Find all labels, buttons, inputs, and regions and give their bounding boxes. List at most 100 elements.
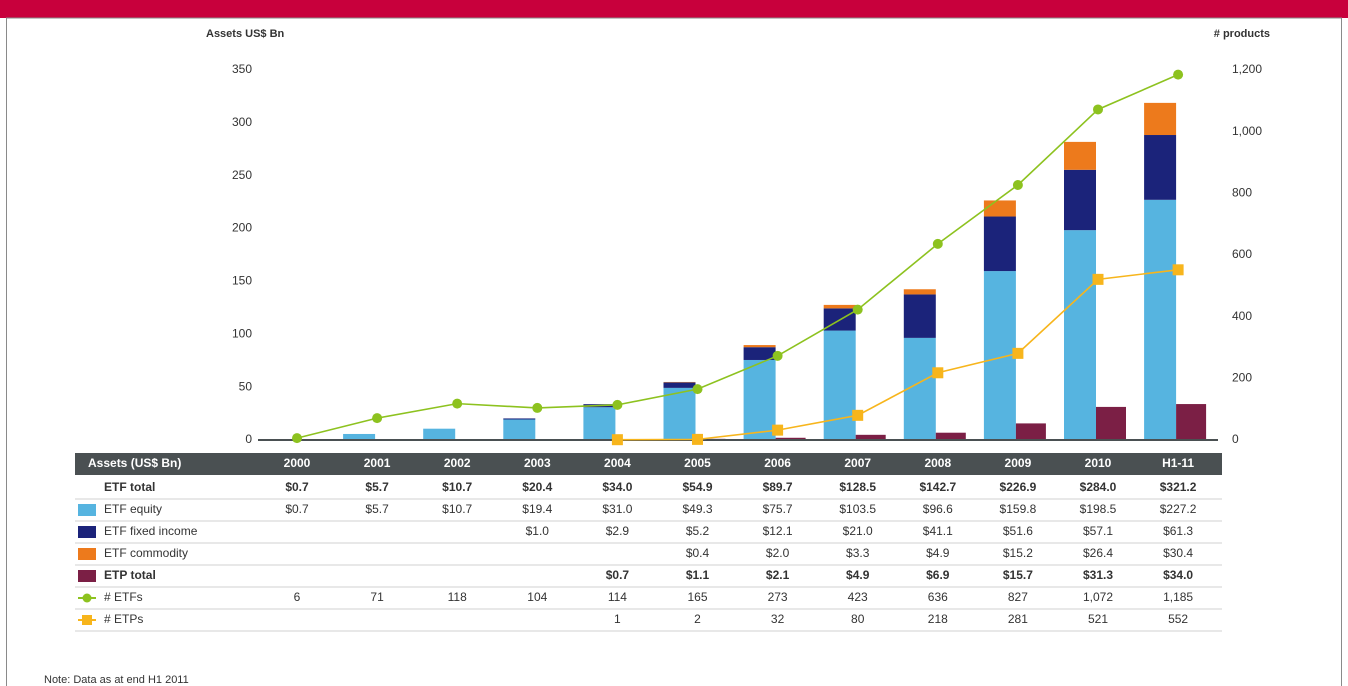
point (772, 424, 784, 436)
point (452, 398, 463, 409)
cell: 1,072 (1083, 590, 1113, 604)
cell: $5.2 (686, 524, 710, 538)
y-tick-label: 50 (239, 379, 253, 393)
y-tick-label: 100 (232, 326, 252, 340)
cell: 2 (694, 612, 701, 626)
cell: $26.4 (1083, 546, 1113, 560)
legend-swatch (78, 548, 96, 560)
bar-segment (903, 337, 936, 440)
cell: $5.7 (365, 502, 389, 516)
cell: $10.7 (442, 480, 472, 494)
point (852, 304, 863, 315)
column-header: 2001 (364, 456, 391, 470)
bar (775, 437, 806, 440)
cell: 71 (370, 590, 384, 604)
point (932, 367, 944, 379)
row-label: ETP total (104, 568, 156, 582)
column-header: 2010 (1085, 456, 1112, 470)
cell: $1.1 (686, 568, 710, 582)
bar-segment (1144, 102, 1177, 136)
y-tick-label: 150 (232, 274, 252, 288)
bar-segment (1064, 141, 1096, 170)
cell: $54.9 (682, 480, 712, 494)
y-tick-label: 300 (232, 115, 252, 129)
point (1173, 69, 1184, 80)
cell: 32 (771, 612, 785, 626)
point (1092, 273, 1104, 285)
cell: $142.7 (919, 480, 956, 494)
cell: 281 (1008, 612, 1028, 626)
bar-segment (1144, 199, 1177, 440)
bar-segment (983, 216, 1016, 272)
bar-segment (503, 418, 536, 420)
cell: $2.1 (766, 568, 790, 582)
column-header: 2000 (284, 456, 311, 470)
cell: $10.7 (442, 502, 472, 516)
column-header: 2004 (604, 456, 631, 470)
cell: $3.3 (846, 546, 870, 560)
table-header (75, 453, 1222, 475)
cell: $0.7 (285, 502, 309, 516)
y2-axis-label: # products (1214, 28, 1270, 40)
cell: $6.9 (926, 568, 950, 582)
cell: $41.1 (923, 524, 953, 538)
bar-segment (1064, 169, 1096, 231)
bar (935, 432, 966, 440)
cell: $0.7 (285, 480, 309, 494)
column-header: 2005 (684, 456, 711, 470)
cell: 521 (1088, 612, 1108, 626)
y-tick-label: 250 (232, 168, 252, 182)
cell: $2.0 (766, 546, 790, 560)
point (532, 402, 543, 413)
bar (1096, 406, 1126, 440)
y-axis-label: Assets US$ Bn (206, 28, 285, 40)
cell: 1,185 (1163, 590, 1193, 604)
bar-segment (823, 330, 856, 440)
cell: 165 (687, 590, 707, 604)
cell: $31.3 (1083, 568, 1113, 582)
y-tick-label: 0 (245, 432, 252, 446)
legend-swatch (78, 504, 96, 516)
cell: 6 (294, 590, 301, 604)
y2-tick-label: 0 (1232, 432, 1239, 446)
point (612, 399, 623, 410)
point (852, 409, 864, 421)
line (296, 73, 1179, 439)
cell: $128.5 (839, 480, 876, 494)
cell: $57.1 (1083, 524, 1113, 538)
cell: $226.9 (1000, 480, 1037, 494)
cell: 273 (768, 590, 788, 604)
cell: 118 (448, 590, 467, 604)
cell: $5.7 (365, 480, 389, 494)
cell: 218 (928, 612, 948, 626)
bar-segment (343, 433, 376, 440)
bar-segment (903, 294, 936, 338)
note: Note: Data as at end H1 2011 (44, 674, 189, 686)
cell: $61.3 (1163, 524, 1193, 538)
y-tick-label: 350 (232, 62, 252, 76)
cell: $198.5 (1080, 502, 1117, 516)
cell: $103.5 (839, 502, 876, 516)
y2-tick-label: 600 (1232, 247, 1252, 261)
y2-tick-label: 1,000 (1232, 124, 1262, 138)
table-title: Assets (US$ Bn) (88, 456, 181, 470)
column-header: 2009 (1005, 456, 1032, 470)
cell: $34.0 (1163, 568, 1193, 582)
bar-segment (583, 407, 616, 440)
point (692, 433, 703, 445)
bar-segment (743, 347, 776, 360)
bar (1176, 404, 1207, 440)
top-bar (0, 0, 1348, 18)
cell: $12.1 (763, 524, 793, 538)
bar-segment (423, 428, 456, 440)
cell: $89.7 (763, 480, 793, 494)
cell: $19.4 (522, 502, 552, 516)
legend-swatch (78, 526, 96, 538)
point (1012, 180, 1023, 191)
bar-segment (743, 359, 776, 440)
y2-tick-label: 200 (1232, 371, 1252, 385)
row-label: # ETFs (104, 590, 143, 604)
cell: 552 (1168, 612, 1188, 626)
point (292, 433, 302, 444)
